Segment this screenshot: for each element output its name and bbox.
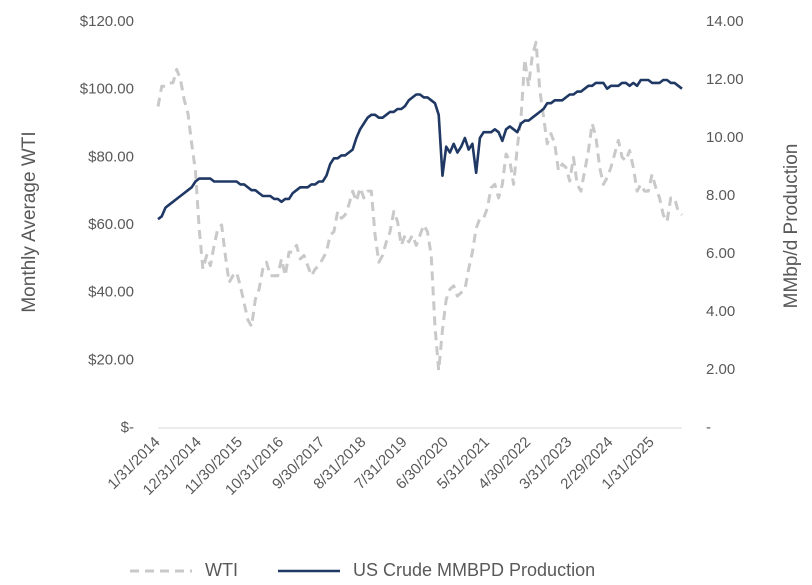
legend-label: US Crude MMBPD Production	[353, 560, 595, 580]
y2-tick-label: 6.00	[706, 245, 735, 262]
y-tick-label: $80.00	[88, 148, 134, 165]
y2-tick-label: 2.00	[706, 361, 735, 378]
y2-axis-title: MMbp/d Production	[781, 144, 802, 309]
y-tick-label: $40.00	[88, 284, 134, 301]
legend-label: WTI	[205, 560, 238, 580]
y-tick-label: $100.00	[80, 81, 134, 98]
y-tick-label: $60.00	[88, 216, 134, 233]
y2-tick-label: 12.00	[706, 71, 744, 88]
y-tick-label: $20.00	[88, 351, 134, 368]
y2-tick-label: 10.00	[706, 129, 744, 146]
y-tick-label: $-	[121, 419, 134, 436]
y-tick-label: $120.00	[80, 13, 134, 30]
y-axis-title: Monthly Average WTI	[19, 131, 40, 312]
y2-tick-label: 8.00	[706, 187, 735, 204]
y2-tick-label: 4.00	[706, 303, 735, 320]
series-line	[157, 78, 683, 221]
series-line	[156, 40, 684, 372]
y2-tick-label: -	[706, 419, 711, 436]
y2-tick-label: 14.00	[706, 13, 744, 30]
